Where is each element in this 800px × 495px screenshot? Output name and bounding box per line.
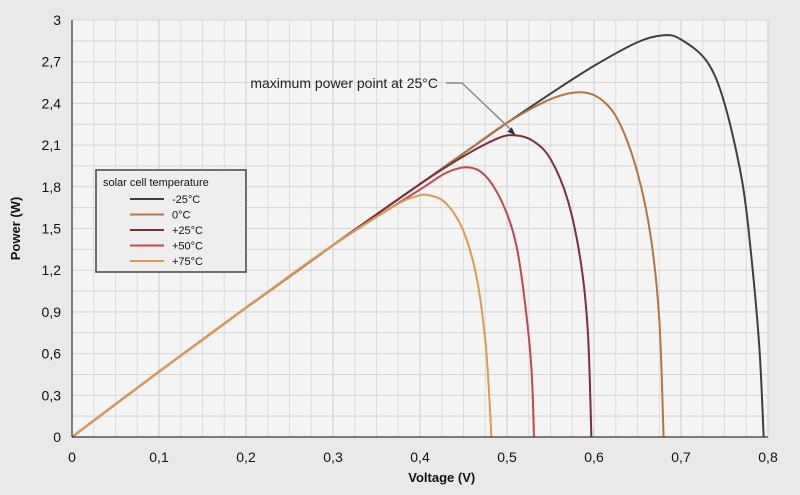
x-tick-label: 0,7 <box>671 449 691 465</box>
series-line <box>71 193 493 438</box>
y-tick-label: 0,6 <box>42 346 62 362</box>
y-tick-label: 1,5 <box>42 221 62 237</box>
y-axis-title: Power (W) <box>8 197 23 261</box>
legend-label: -25°C <box>172 194 200 206</box>
x-tick-label: 0,8 <box>758 449 778 465</box>
legend: solar cell temperature -25°C 0°C +25°C +50°… <box>95 169 247 273</box>
x-tick-label: 0,1 <box>149 449 169 465</box>
legend-label: +25°C <box>172 225 203 237</box>
annotation: maximum power point at 25°C <box>250 75 516 136</box>
y-tick-label: 2,7 <box>42 54 62 70</box>
y-tick-label: 3 <box>53 12 61 28</box>
x-tick-label: 0,3 <box>323 449 343 465</box>
y-tick-label: 0,9 <box>42 304 62 320</box>
annotation-text: maximum power point at 25°C <box>250 75 438 91</box>
legend-label: 0°C <box>172 210 191 222</box>
legend-box <box>95 169 247 273</box>
x-tick-label: 0,2 <box>236 449 256 465</box>
x-axis-title: Voltage (V) <box>408 470 475 485</box>
x-tick-label: 0 <box>68 449 76 465</box>
y-tick-labels: 0 0,3 0,6 0,9 1,2 1,5 1,8 2,1 2,4 2,7 3 <box>42 12 62 445</box>
x-tick-label: 0,5 <box>497 449 517 465</box>
y-tick-label: 2,1 <box>42 137 62 153</box>
y-tick-label: 1,2 <box>42 262 62 278</box>
y-tick-label: 1,8 <box>42 179 62 195</box>
legend-label: +75°C <box>172 256 203 268</box>
legend-label: +50°C <box>172 241 203 253</box>
x-tick-label: 0,4 <box>410 449 430 465</box>
y-tick-label: 0 <box>53 429 61 445</box>
y-tick-label: 2,4 <box>42 95 62 111</box>
y-tick-label: 0,3 <box>42 387 62 403</box>
series-layer <box>71 34 765 438</box>
legend-title: solar cell temperature <box>103 177 209 189</box>
x-tick-labels: 0 0,1 0,2 0,3 0,4 0,5 0,6 0,7 0,8 <box>68 449 778 465</box>
axes <box>71 20 768 438</box>
annotation-leader-line <box>446 82 513 131</box>
x-tick-label: 0,6 <box>584 449 604 465</box>
annotation-arrowhead <box>507 127 516 136</box>
legend-items: -25°C 0°C +25°C +50°C +75°C <box>130 194 203 268</box>
